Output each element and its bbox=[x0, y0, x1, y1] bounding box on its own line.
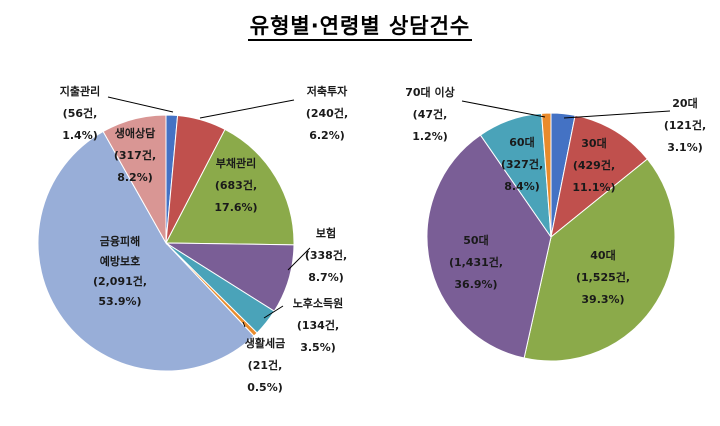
slice-label-type-4: 노후소득원 (134건, 3.5%) bbox=[293, 296, 344, 354]
slice-label-age-3: 50대 (1,431건, 36.9%) bbox=[449, 233, 503, 291]
slice-label-type-5: 생활세금 (21건, 0.5%) bbox=[245, 336, 285, 394]
pie-slice-age-1 bbox=[550, 114, 649, 239]
slice-label-age-4: 60대 (327건, 8.4%) bbox=[501, 135, 543, 193]
leader-line-type-4 bbox=[263, 305, 284, 319]
pie-slice-age-3 bbox=[426, 134, 552, 359]
chart-title-text: 유형별·연령별 상담건수 bbox=[247, 14, 473, 41]
pie-slice-age-5 bbox=[541, 112, 552, 238]
pie-slice-type-6 bbox=[37, 130, 255, 372]
slice-label-type-0: 지출관리 (56건, 1.4%) bbox=[60, 84, 100, 142]
leader-line-type-1 bbox=[199, 99, 295, 119]
leader-line-type-5 bbox=[242, 321, 246, 328]
slice-label-age-5: 70대 이상 (47건, 1.2%) bbox=[405, 85, 455, 143]
slice-label-type-6: 금융피해 예방보호 (2,091건, 53.9%) bbox=[93, 234, 147, 308]
leader-line-age-0 bbox=[563, 110, 671, 119]
leader-line-type-0 bbox=[107, 96, 174, 113]
pie-type: 지출관리 (56건, 1.4%) 저축투자 (240건, 6.2%) 부채관리 (683건, 1… bbox=[37, 84, 348, 394]
pie-age: 20대 (121건, 3.1%) 30대 (429건, 11.1%) 40대 (1,525건,… bbox=[405, 85, 706, 362]
slice-label-type-2: 부채관리 (683건, 17.6%) bbox=[214, 156, 257, 214]
slice-label-age-2: 40대 (1,525건, 39.3%) bbox=[576, 248, 630, 306]
pie-slice-type-2 bbox=[165, 128, 295, 246]
slice-label-age-0: 20대 (121건, 3.1%) bbox=[664, 96, 706, 154]
pie-slice-age-2 bbox=[523, 158, 676, 362]
chart-title: 유형별·연령별 상담건수 bbox=[0, 10, 720, 41]
slice-label-type-7: 생애상담 (317건, 8.2%) bbox=[114, 126, 156, 184]
leader-line-type-3 bbox=[287, 247, 311, 271]
slice-label-type-3: 보험 (338건, 8.7%) bbox=[305, 226, 347, 284]
slice-label-type-1: 저축투자 (240건, 6.2%) bbox=[306, 84, 348, 142]
slice-label-age-1: 30대 (429건, 11.1%) bbox=[572, 136, 615, 194]
leader-line-age-5 bbox=[461, 100, 546, 118]
pie-slice-type-7 bbox=[102, 114, 167, 245]
